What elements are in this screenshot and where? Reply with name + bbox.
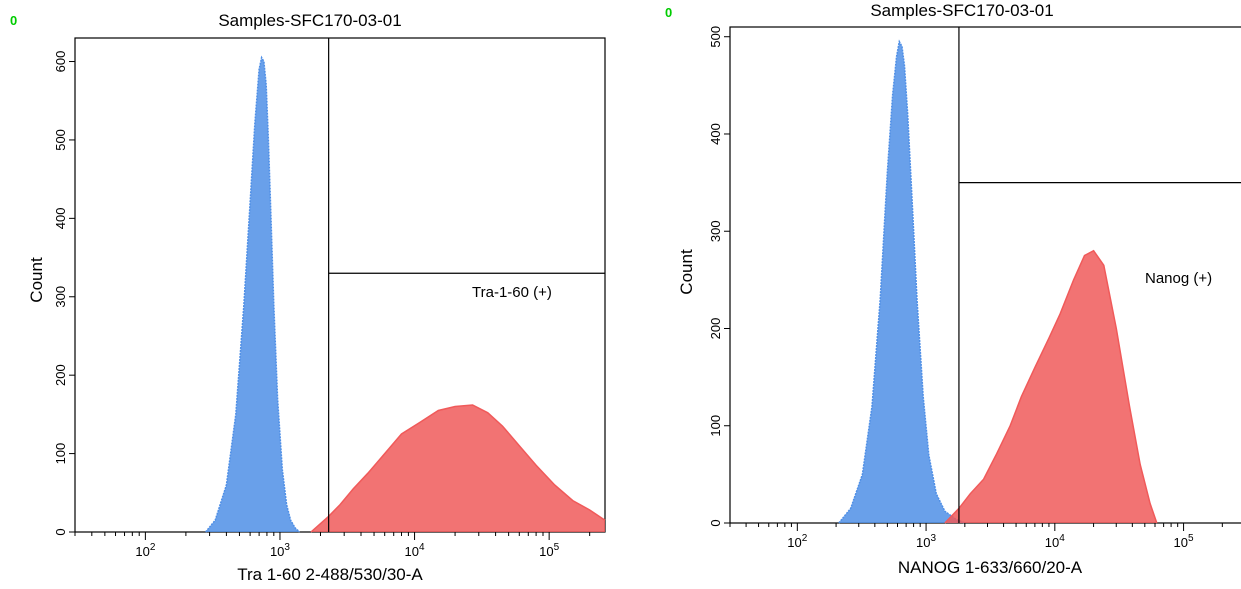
series-1-outline — [944, 249, 1158, 524]
y-tick-label: 500 — [53, 129, 68, 151]
series-0-area — [838, 41, 965, 523]
series-1-area — [944, 250, 1157, 523]
series-1-area — [311, 405, 605, 532]
chart-title: Samples-SFC170-03-01 — [218, 11, 401, 30]
panel-marker: 0 — [665, 5, 672, 20]
y-tick-label: 300 — [53, 286, 68, 308]
series-0-area — [205, 57, 300, 532]
x-tick-label: 102 — [135, 542, 155, 559]
gate-label: Nanog (+) — [1145, 270, 1212, 287]
y-tick-label: 0 — [708, 519, 723, 526]
ticks-layer: 0 100 200 300 400 500 102 103 104 105 — [708, 26, 1223, 550]
y-tick-label: 400 — [708, 123, 723, 145]
y-tick-label: 200 — [708, 318, 723, 340]
histogram-panel-tra160: 0 Samples-SFC170-03-01 Tra-1-60 (+) 0 100… — [10, 11, 606, 584]
y-tick-label: 100 — [53, 443, 68, 465]
chart-title: Samples-SFC170-03-01 — [870, 1, 1053, 20]
series-0-outline — [838, 39, 966, 524]
x-tick-label: 105 — [539, 542, 559, 559]
series-layer — [205, 55, 606, 533]
x-tick-label: 105 — [1174, 533, 1194, 550]
y-axis-label: Count — [677, 249, 696, 295]
y-axis-label: Count — [27, 257, 46, 303]
x-tick-label: 103 — [270, 542, 290, 559]
y-tick-label: 200 — [53, 364, 68, 386]
series-1-outline — [310, 404, 606, 533]
x-tick-label: 103 — [916, 533, 936, 550]
y-tick-label: 600 — [53, 51, 68, 73]
y-tick-label: 500 — [708, 26, 723, 48]
x-axis-label: Tra 1-60 2-488/530/30-A — [237, 565, 423, 584]
panel-marker: 0 — [10, 13, 17, 28]
series-0-outline — [205, 55, 301, 533]
y-tick-label: 0 — [53, 528, 68, 535]
y-tick-label: 100 — [708, 415, 723, 437]
x-tick-label: 104 — [1045, 533, 1065, 550]
ticks-layer: 0 100 200 300 400 500 600 102 103 104 105 — [53, 51, 591, 559]
y-tick-label: 400 — [53, 207, 68, 229]
y-tick-label: 300 — [708, 220, 723, 242]
x-tick-label: 102 — [787, 533, 807, 550]
x-axis-label: NANOG 1-633/660/20-A — [898, 558, 1083, 577]
gate-label: Tra-1-60 (+) — [472, 284, 552, 301]
series-layer — [838, 39, 1158, 524]
x-tick-label: 104 — [405, 542, 425, 559]
histogram-panel-nanog: 0 Samples-SFC170-03-01 Nanog (+) 0 100 200… — [665, 1, 1241, 577]
